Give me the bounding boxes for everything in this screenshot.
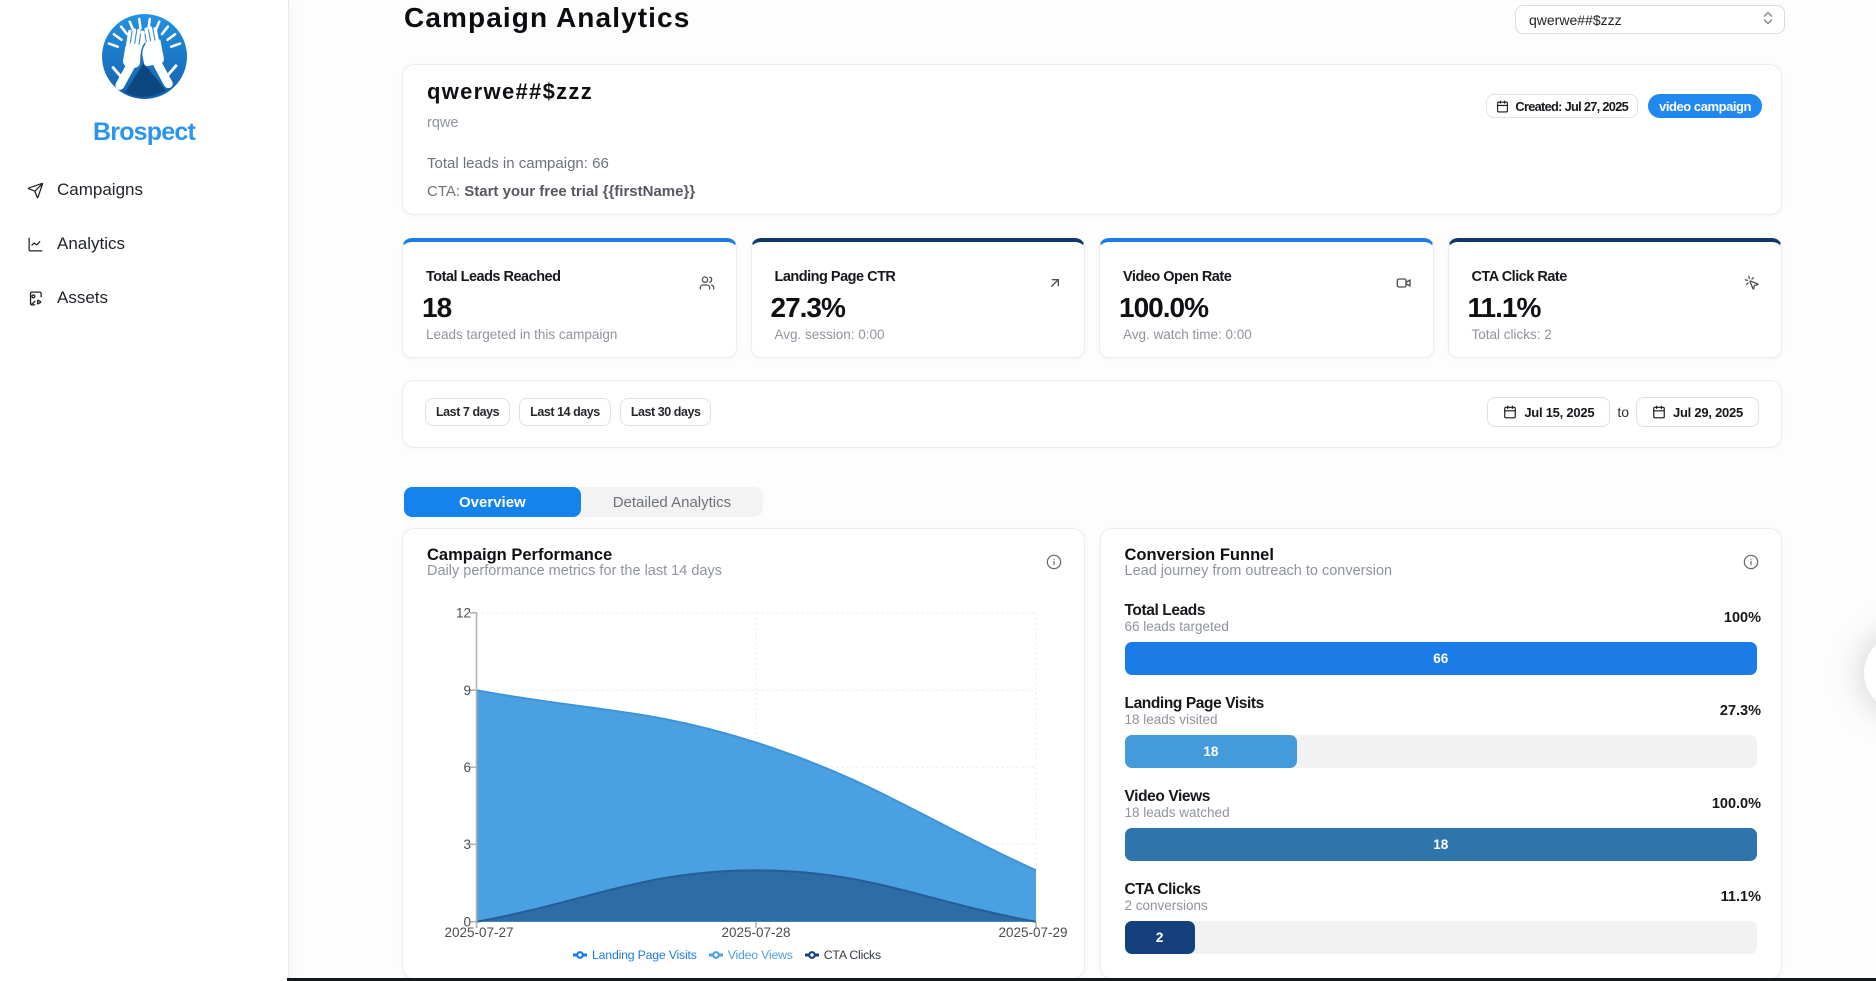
svg-text:6: 6	[463, 760, 471, 775]
svg-text:3: 3	[463, 837, 471, 852]
svg-text:2025-07-28: 2025-07-28	[721, 925, 790, 940]
svg-text:9: 9	[463, 683, 471, 698]
svg-text:12: 12	[456, 606, 471, 621]
svg-text:2025-07-29: 2025-07-29	[998, 925, 1067, 940]
svg-text:2025-07-27: 2025-07-27	[444, 925, 513, 940]
svg-text:0: 0	[463, 915, 471, 930]
